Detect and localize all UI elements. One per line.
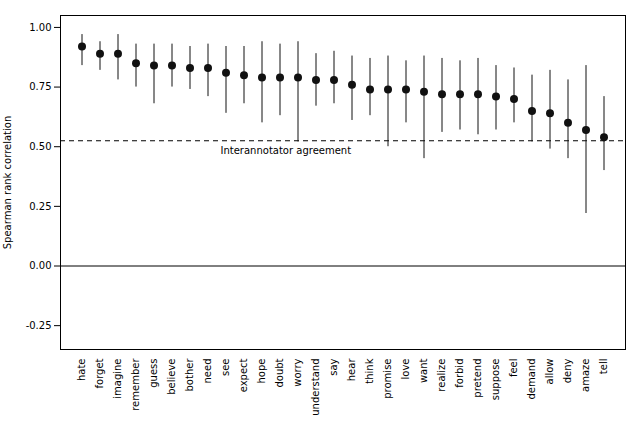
svg-text:hope: hope <box>256 359 267 384</box>
svg-text:think: think <box>364 358 375 383</box>
svg-text:0.75: 0.75 <box>29 81 51 92</box>
svg-text:love: love <box>400 359 411 380</box>
svg-text:imagine: imagine <box>112 359 123 399</box>
svg-text:pretend: pretend <box>472 359 483 398</box>
svg-text:0.00: 0.00 <box>29 260 51 271</box>
svg-text:believe: believe <box>166 359 177 395</box>
svg-text:forbid: forbid <box>454 359 465 388</box>
svg-text:-0.25: -0.25 <box>26 320 52 331</box>
svg-text:say: say <box>328 358 339 375</box>
svg-text:remember: remember <box>130 358 141 411</box>
svg-text:want: want <box>418 358 429 383</box>
svg-text:guess: guess <box>148 359 159 388</box>
svg-text:Interannotator agreement: Interannotator agreement <box>221 145 352 156</box>
svg-text:feel: feel <box>508 359 519 378</box>
svg-text:promise: promise <box>382 359 393 399</box>
svg-text:suppose: suppose <box>490 359 501 401</box>
svg-text:see: see <box>220 359 231 377</box>
svg-text:demand: demand <box>526 359 537 400</box>
svg-text:Spearman rank correlation: Spearman rank correlation <box>2 116 13 250</box>
svg-text:1.00: 1.00 <box>29 22 51 33</box>
svg-text:0.50: 0.50 <box>29 141 51 152</box>
svg-text:0.25: 0.25 <box>29 201 51 212</box>
svg-text:tell: tell <box>598 359 609 375</box>
svg-text:expect: expect <box>238 358 249 392</box>
svg-text:bother: bother <box>184 358 195 392</box>
svg-text:forget: forget <box>94 358 105 388</box>
svg-text:allow: allow <box>544 359 555 385</box>
svg-text:deny: deny <box>562 358 573 383</box>
svg-text:doubt: doubt <box>274 358 285 387</box>
svg-text:understand: understand <box>310 359 321 416</box>
svg-text:need: need <box>202 359 213 384</box>
svg-text:worry: worry <box>292 358 303 386</box>
svg-text:hate: hate <box>76 359 87 382</box>
svg-text:hear: hear <box>346 358 357 382</box>
svg-text:amaze: amaze <box>580 359 591 392</box>
svg-text:realize: realize <box>436 359 447 392</box>
